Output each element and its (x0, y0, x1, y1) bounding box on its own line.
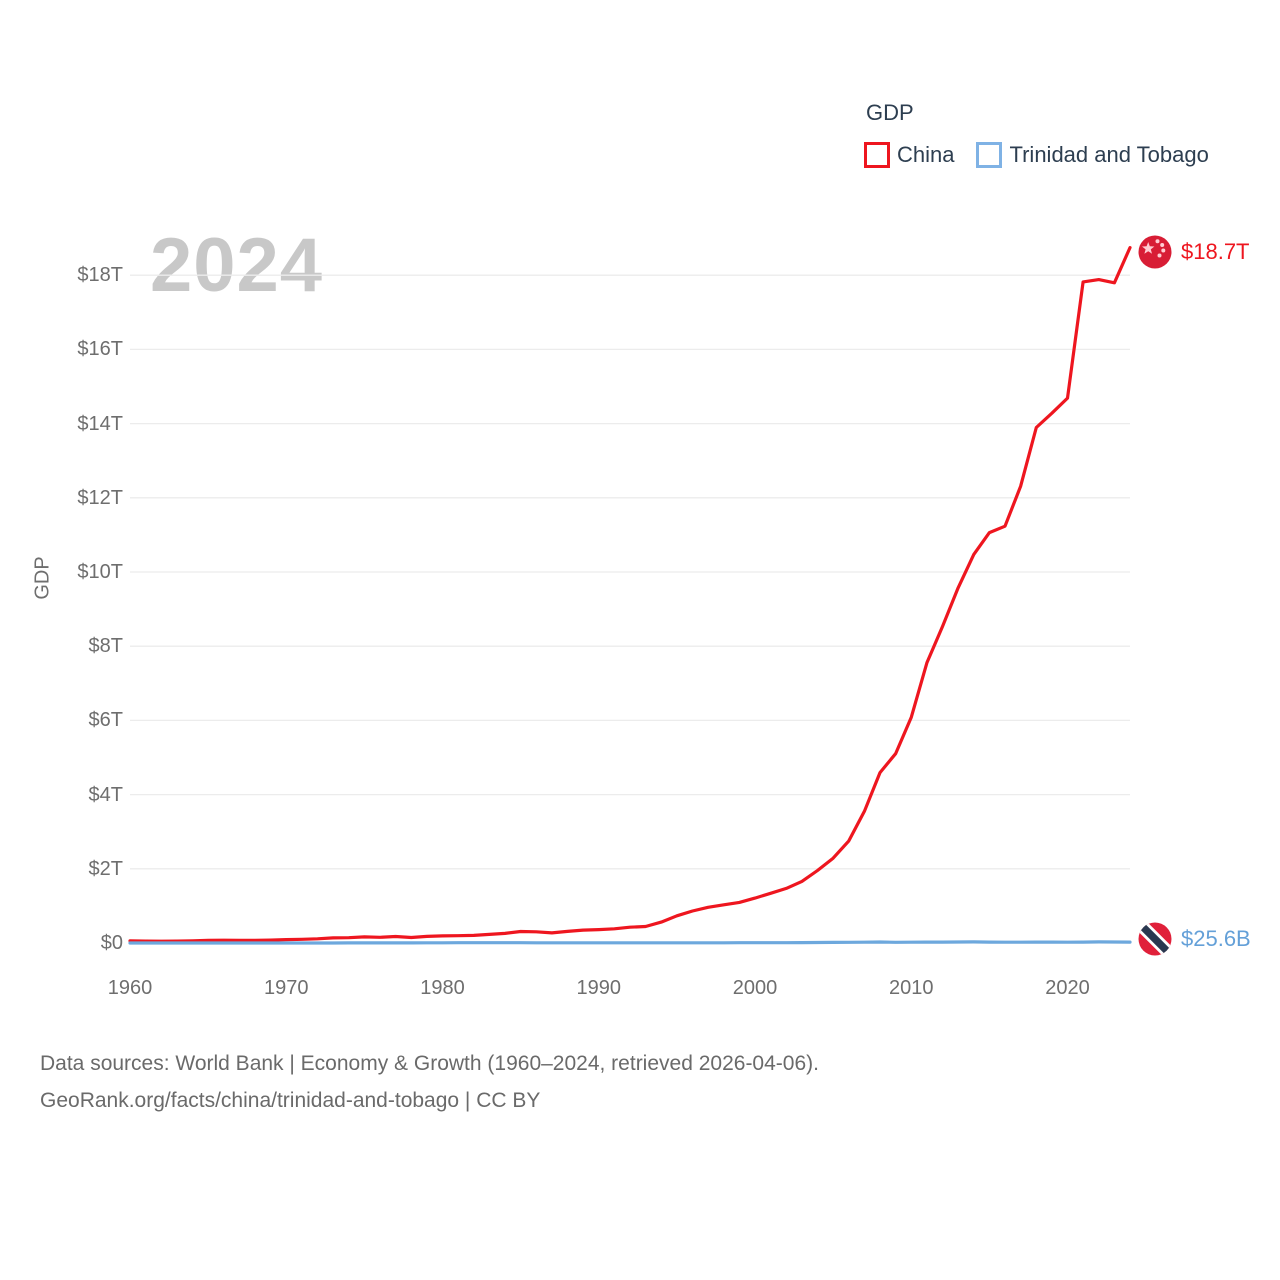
legend-item-label: Trinidad and Tobago (1009, 142, 1209, 167)
legend: China Trinidad and Tobago (864, 142, 1209, 168)
plot-area[interactable] (128, 228, 1140, 958)
footer-attribution-line: GeoRank.org/facts/china/trinidad-and-tob… (40, 1089, 541, 1112)
china-end-value: $18.7T (1181, 239, 1250, 264)
year-watermark: 2024 (150, 223, 324, 308)
trinidad-end-value: $25.6B (1181, 926, 1251, 951)
legend-item-trinidad-and-tobago[interactable]: Trinidad and Tobago (976, 142, 1209, 168)
legend-swatch (864, 142, 890, 168)
y-tick-label: $4T (88, 783, 123, 806)
x-tick-label: 1990 (576, 977, 622, 999)
x-tick-label: 1970 (264, 977, 309, 999)
x-tick-label: 1960 (107, 977, 153, 999)
y-tick-label: $18T (77, 264, 123, 287)
y-tick-label: $14T (77, 412, 123, 435)
trinidad-flag-icon (1138, 922, 1172, 956)
legend-swatch (976, 142, 1003, 168)
y-tick-label: $16T (77, 338, 123, 361)
x-tick-label: 2010 (889, 977, 934, 999)
y-tick-label: $12T (77, 486, 123, 509)
footer-sources-line: Data sources: World Bank | Economy & Gro… (40, 1052, 819, 1075)
trinidad-end-label: $25.6B (1138, 922, 1251, 956)
x-tick-label: 2020 (1045, 977, 1090, 999)
y-tick-label: $0 (100, 932, 123, 954)
x-tick-label: 2000 (732, 977, 778, 999)
china-line[interactable] (128, 246, 1132, 943)
footer: Data sources: World Bank | Economy & Gro… (40, 1045, 819, 1119)
legend-item-china[interactable]: China (864, 142, 954, 168)
y-tick-label: $6T (88, 709, 123, 732)
y-tick-label: $10T (77, 561, 123, 583)
china-flag-icon (1138, 235, 1172, 269)
trinidad-and-tobago-line[interactable] (128, 940, 1132, 945)
legend-item-label: China (897, 142, 955, 167)
legend-title: GDP (866, 100, 914, 125)
y-tick-label: $8T (88, 635, 123, 658)
china-end-label: $18.7T (1138, 235, 1250, 269)
y-tick-label: $2T (88, 857, 123, 880)
x-tick-label: 1980 (420, 977, 465, 999)
